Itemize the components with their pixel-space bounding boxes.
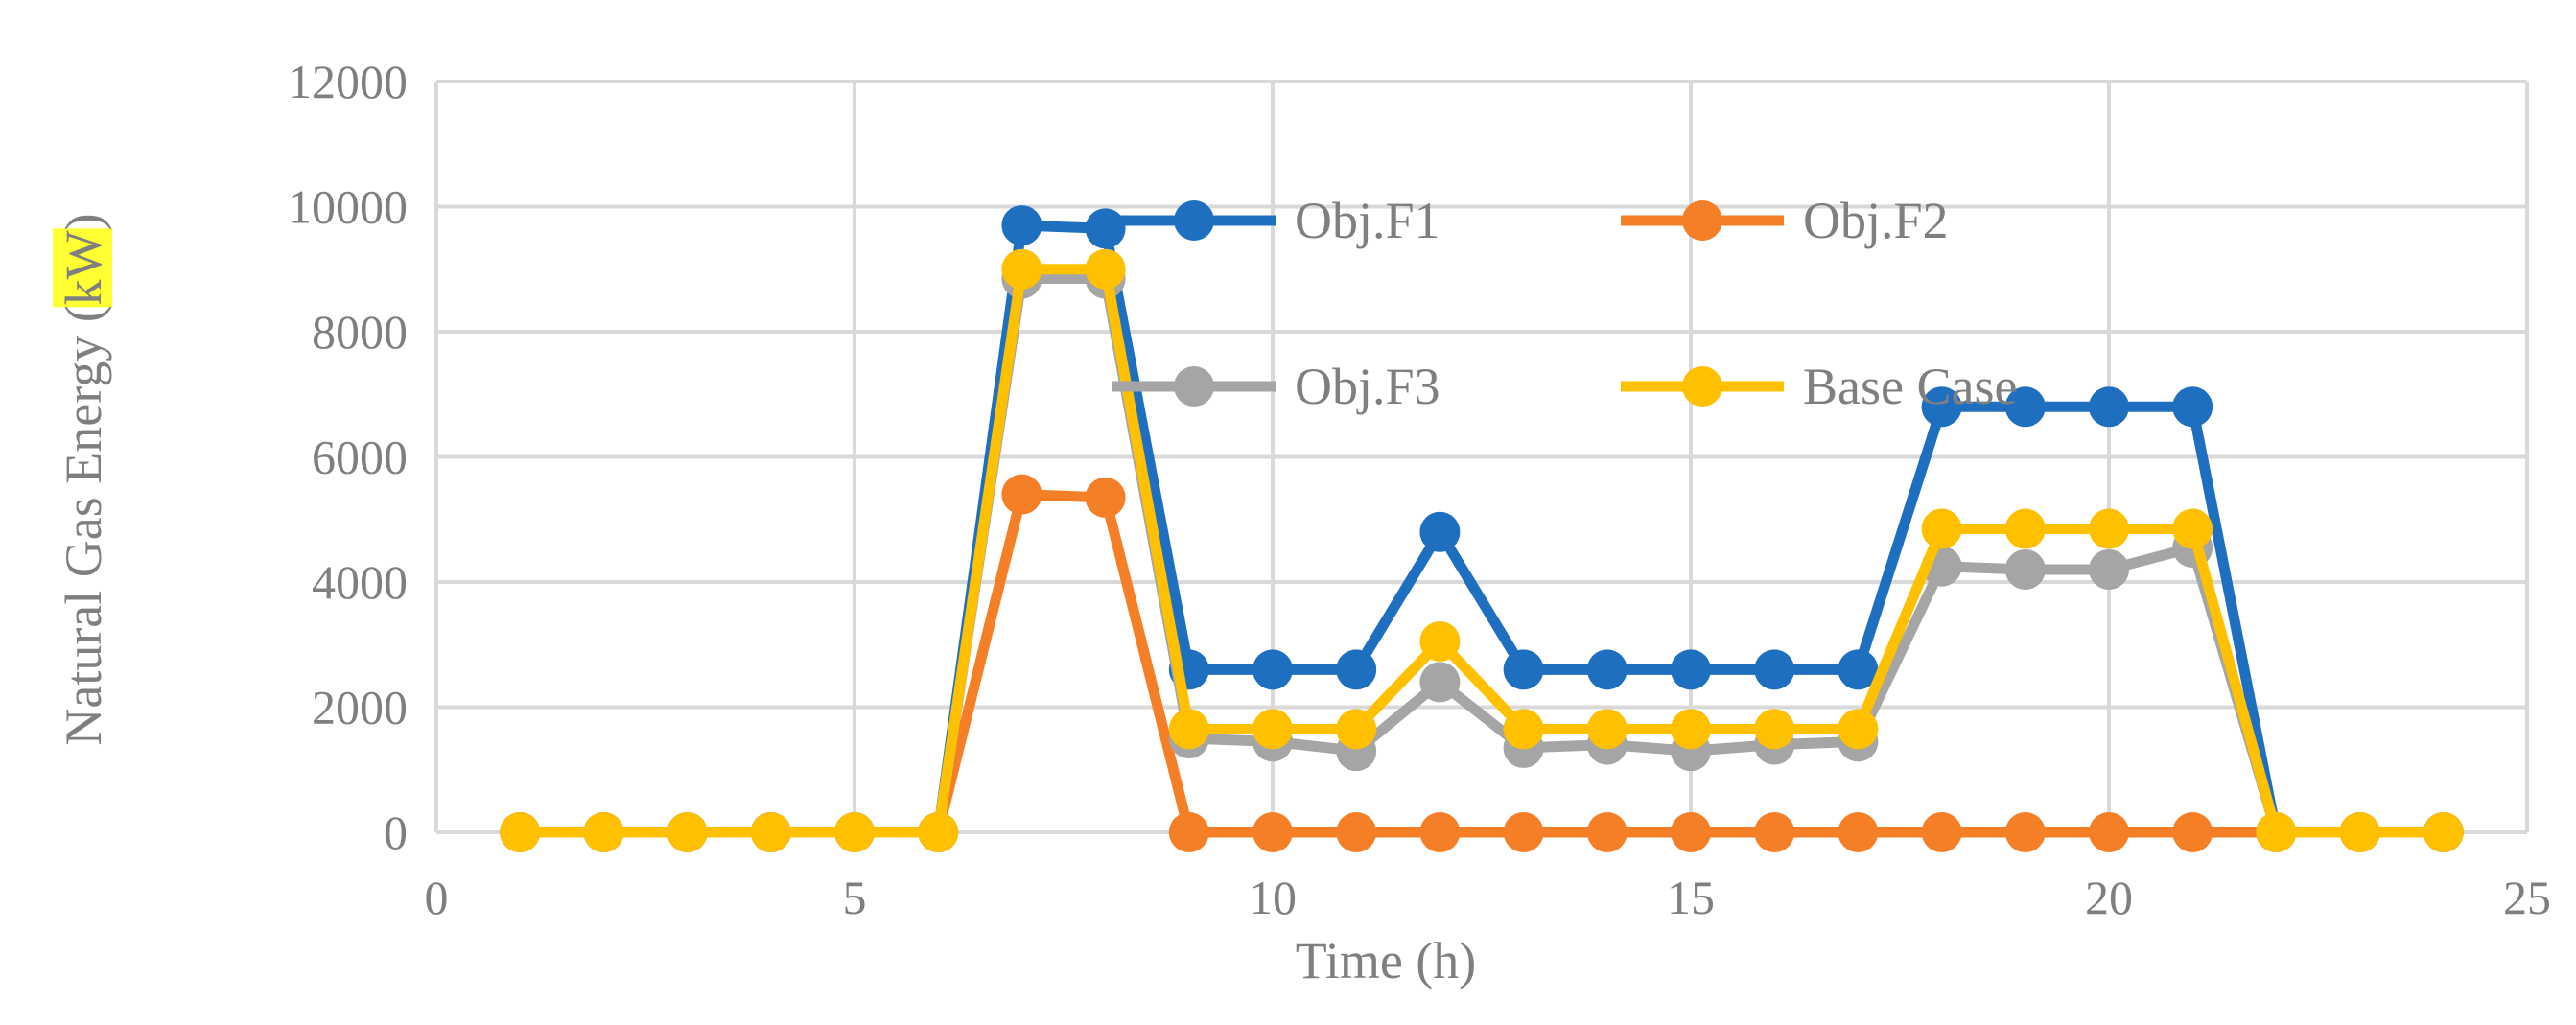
data-point-obj-f1 <box>1085 208 1126 249</box>
data-point-base-case <box>1419 620 1461 662</box>
legend-swatch-marker <box>1174 366 1214 407</box>
x-tick-label: 5 <box>843 871 867 924</box>
x-axis-title: Time (h) <box>1296 932 1477 990</box>
data-point-obj-f2 <box>1168 812 1209 852</box>
data-point-obj-f1 <box>1001 205 1042 246</box>
data-point-obj-f2 <box>2172 812 2213 852</box>
data-point-obj-f2 <box>1085 477 1126 518</box>
data-point-obj-f3 <box>1419 662 1461 703</box>
data-point-base-case <box>918 812 959 852</box>
data-point-base-case <box>1253 709 1293 750</box>
y-axis-unit-highlight <box>53 228 112 308</box>
data-point-obj-f3 <box>2004 548 2046 590</box>
data-point-obj-f1 <box>2004 386 2046 428</box>
data-point-obj-f2 <box>1671 812 1711 852</box>
legend-swatch-marker <box>1682 366 1722 407</box>
data-point-base-case <box>583 812 624 852</box>
series-layer <box>500 205 2464 852</box>
data-point-obj-f3 <box>2089 548 2129 590</box>
legend-label: Obj.F3 <box>1295 358 1440 415</box>
y-tick-label: 12000 <box>288 55 408 108</box>
data-point-obj-f1 <box>1754 649 1795 690</box>
data-point-base-case <box>1838 709 1879 750</box>
series-line-obj-f3 <box>520 273 2444 838</box>
data-point-base-case <box>2004 508 2046 549</box>
data-point-obj-f2 <box>1586 812 1628 852</box>
data-point-obj-f2 <box>1921 812 1962 852</box>
series-line-base-case <box>520 264 2444 838</box>
data-point-base-case <box>1085 248 1126 290</box>
data-point-base-case <box>2172 508 2213 549</box>
legend-item-obj-f3: Obj.F3 <box>1112 358 1440 415</box>
y-tick-label: 2000 <box>312 681 408 734</box>
x-tick-label: 25 <box>2503 871 2551 924</box>
tick-layer: 0 2000 4000 6000 8000 10000 12000 0 5 10 15 20 25 <box>288 55 2551 924</box>
data-point-obj-f1 <box>1586 649 1628 690</box>
y-tick-label: 8000 <box>312 305 408 359</box>
data-point-obj-f1 <box>1253 649 1293 690</box>
series-base-case <box>500 248 2464 852</box>
y-tick-label: 4000 <box>312 555 408 609</box>
data-point-obj-f1 <box>1419 511 1461 552</box>
legend: Obj.F1 Obj.F2 Obj.F3 Base Case <box>1112 192 2017 415</box>
data-point-base-case <box>1754 709 1795 750</box>
data-point-obj-f2 <box>1001 474 1042 515</box>
data-point-obj-f2 <box>1838 812 1879 852</box>
legend-label: Obj.F1 <box>1295 192 1440 249</box>
data-point-obj-f2 <box>1253 812 1293 852</box>
data-point-obj-f2 <box>1336 812 1377 852</box>
y-tick-label: 10000 <box>288 180 408 234</box>
legend-swatch-marker <box>1174 200 1214 241</box>
y-axis-title-suffix: ) <box>55 213 112 230</box>
legend-item-obj-f1: Obj.F1 <box>1112 192 1440 249</box>
data-point-base-case <box>1001 248 1042 290</box>
y-axis-title-unit: kW <box>55 230 112 305</box>
series-line-obj-f2 <box>520 489 2444 838</box>
legend-item-base-case: Base Case <box>1621 358 2017 415</box>
data-point-base-case <box>500 812 541 852</box>
data-point-base-case <box>1921 508 1962 549</box>
y-axis-title-prefix: Natural Gas Energy ( <box>55 305 112 745</box>
x-tick-label: 15 <box>1667 871 1715 924</box>
data-point-base-case <box>2339 812 2380 852</box>
data-point-base-case <box>1671 709 1711 750</box>
data-point-obj-f1 <box>1503 649 1544 690</box>
data-point-obj-f1 <box>1921 386 1962 428</box>
data-point-base-case <box>2256 812 2297 852</box>
data-point-base-case <box>2423 812 2464 852</box>
legend-label: Obj.F2 <box>1803 192 1949 249</box>
x-tick-label: 10 <box>1249 871 1297 924</box>
data-point-obj-f2 <box>2089 812 2129 852</box>
data-point-obj-f2 <box>1503 812 1544 852</box>
data-point-obj-f2 <box>1419 812 1461 852</box>
data-point-obj-f1 <box>2172 386 2213 428</box>
y-axis-title-text: Natural Gas Energy (kW) <box>55 213 112 745</box>
data-point-obj-f1 <box>1838 649 1879 690</box>
data-point-obj-f1 <box>1336 649 1377 690</box>
x-tick-label: 20 <box>2085 871 2133 924</box>
data-point-base-case <box>1168 709 1209 750</box>
legend-item-obj-f2: Obj.F2 <box>1621 192 1949 249</box>
data-point-base-case <box>667 812 708 852</box>
data-point-base-case <box>834 812 875 852</box>
series-obj-f3 <box>500 258 2464 852</box>
data-point-obj-f2 <box>2004 812 2046 852</box>
data-point-base-case <box>1503 709 1544 750</box>
data-point-obj-f1 <box>2089 386 2129 428</box>
data-point-base-case <box>1336 709 1377 750</box>
x-tick-label: 0 <box>425 871 449 924</box>
y-tick-label: 6000 <box>312 431 408 484</box>
data-point-base-case <box>750 812 791 852</box>
data-point-base-case <box>1586 709 1628 750</box>
y-tick-label: 0 <box>384 805 408 859</box>
data-point-base-case <box>2089 508 2129 549</box>
y-axis-title: Natural Gas Energy (kW) <box>53 213 112 746</box>
legend-label: Base Case <box>1803 358 2017 415</box>
data-point-obj-f1 <box>1671 649 1711 690</box>
legend-swatch-marker <box>1682 200 1722 241</box>
data-point-obj-f2 <box>1754 812 1795 852</box>
